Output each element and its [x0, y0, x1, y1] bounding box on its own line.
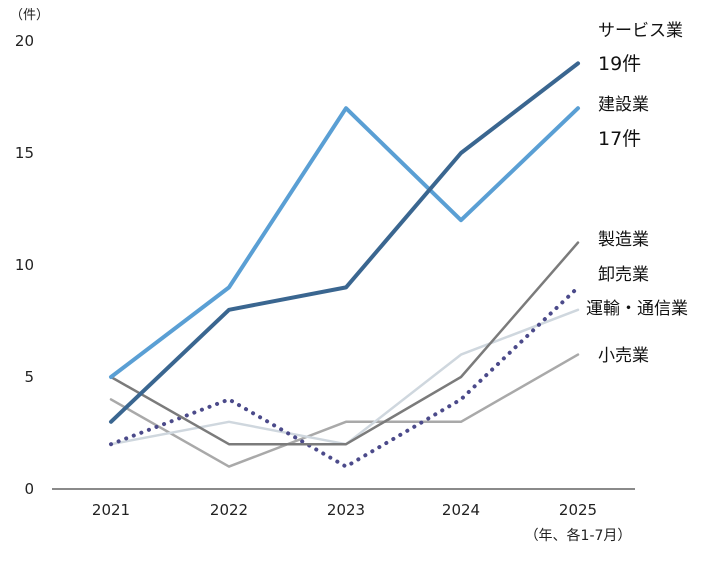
y-tick-label: 10 — [15, 256, 34, 274]
x-tick-label: 2024 — [442, 501, 480, 519]
series-count-service: 19件 — [598, 53, 641, 75]
x-tick-label: 2022 — [210, 501, 248, 519]
series-line — [109, 308, 580, 446]
y-tick-label: 5 — [24, 368, 34, 386]
y-axis-unit: （件） — [10, 8, 49, 23]
x-axis-note: （年、各1-7月） — [525, 528, 632, 544]
series-label-service: サービス業 — [598, 21, 683, 41]
series-count-construction: 17件 — [598, 128, 641, 150]
series-label-retail: 小売業 — [598, 346, 649, 366]
y-axis-ticks: 0 5 10 15 20 — [15, 32, 34, 498]
series-line — [109, 61, 580, 424]
series-label-manufacturing: 製造業 — [598, 230, 649, 250]
series-label-wholesale: 卸売業 — [598, 265, 649, 285]
series-label-construction: 建設業 — [598, 95, 649, 115]
x-tick-label: 2025 — [559, 501, 597, 519]
series-line — [109, 285, 580, 469]
series-line — [109, 106, 580, 379]
y-tick-label: 20 — [15, 32, 34, 50]
series-line — [109, 241, 580, 446]
y-tick-label: 15 — [15, 144, 34, 162]
x-tick-label: 2023 — [327, 501, 365, 519]
series-line — [109, 353, 580, 468]
series-label-transport: 運輸・通信業 — [586, 299, 688, 319]
y-tick-label: 0 — [24, 480, 34, 498]
series-lines — [109, 61, 580, 469]
x-tick-label: 2021 — [92, 501, 130, 519]
series-labels: サービス業 19件 建設業 17件 製造業 卸売業 運輸・通信業 小売業 — [586, 21, 688, 366]
x-axis-ticks: 2021 2022 2023 2024 2025 — [92, 501, 597, 519]
